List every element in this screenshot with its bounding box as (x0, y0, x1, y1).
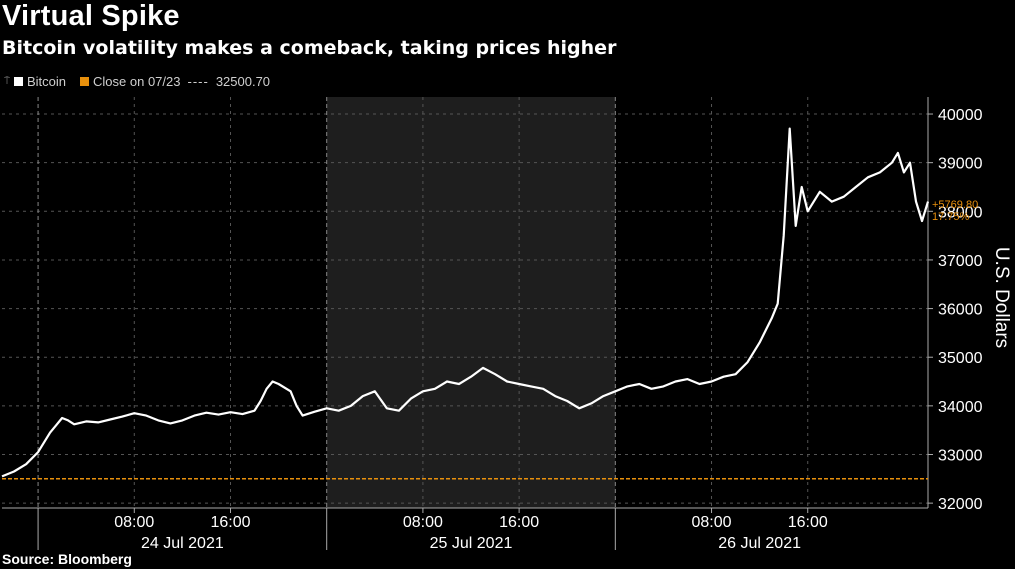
chart-subtitle: Bitcoin volatility makes a comeback, tak… (2, 37, 617, 59)
day-label: 25 Jul 2021 (430, 535, 513, 552)
y-tick-label: 32000 (938, 496, 983, 513)
series-line-bitcoin (1, 127, 930, 478)
y-tick-label: 37000 (938, 253, 983, 270)
x-tick-label: 16:00 (499, 514, 539, 531)
shaded-day-region (326, 97, 616, 508)
legend-label-bitcoin: Bitcoin (27, 74, 67, 89)
change-annotation: +5769.80 (932, 199, 978, 211)
legend: ⍑ Bitcoin Close on 07/23 ---- 32500.70 (4, 74, 270, 89)
x-tick-label: 08:00 (114, 514, 154, 531)
source-note: Source: Bloomberg (2, 551, 132, 567)
legend-marker-icon: ⍑ (4, 76, 10, 87)
legend-dash: ---- (187, 74, 209, 89)
x-tick-label: 08:00 (692, 514, 732, 531)
change-annotation: 17.75% (932, 211, 970, 223)
x-tick-label: 16:00 (788, 514, 828, 531)
legend-swatch-bitcoin (14, 77, 23, 86)
chart-title: Virtual Spike (2, 0, 180, 32)
y-tick-label: 39000 (938, 156, 983, 173)
y-tick-label: 34000 (938, 399, 983, 416)
legend-label-close: Close on 07/23 (93, 74, 181, 89)
day-label: 24 Jul 2021 (141, 535, 224, 552)
legend-close-value: 32500.70 (215, 74, 271, 89)
y-tick-label: 38000 (938, 204, 983, 221)
y-tick-label: 36000 (938, 302, 983, 319)
x-tick-label: 16:00 (210, 514, 250, 531)
y-axis-label: U.S. Dollars (991, 247, 1012, 348)
day-label: 26 Jul 2021 (718, 535, 801, 552)
y-tick-label: 40000 (938, 107, 983, 124)
x-tick-label: 08:00 (403, 514, 443, 531)
y-tick-label: 33000 (938, 447, 983, 464)
legend-swatch-close (80, 77, 90, 86)
y-tick-label: 35000 (938, 350, 983, 367)
